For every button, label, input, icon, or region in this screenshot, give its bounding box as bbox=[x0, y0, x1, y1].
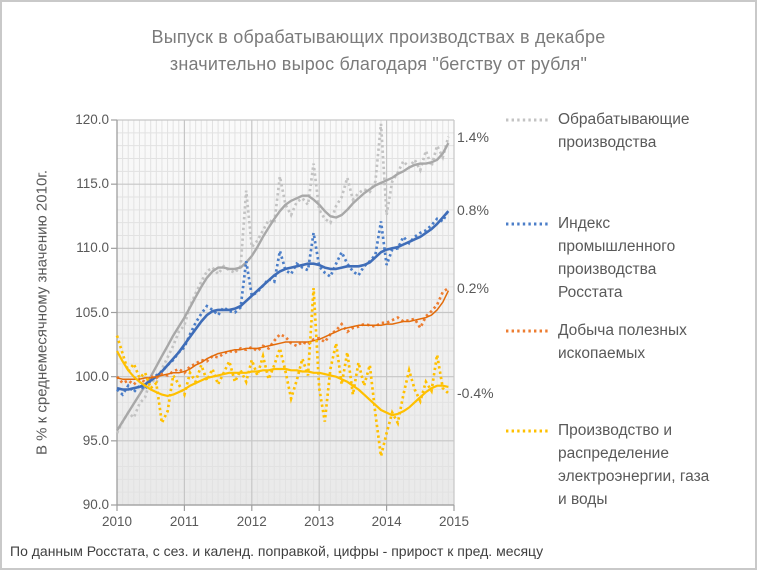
end-label-0: 1.4% bbox=[457, 128, 489, 145]
series-dotted-line bbox=[115, 123, 450, 434]
end-label-1: 0.8% bbox=[457, 201, 489, 218]
x-tick-label: 2012 bbox=[236, 514, 267, 529]
legend-item-2: Добыча полезных ископаемых bbox=[505, 319, 755, 365]
series-1 bbox=[116, 209, 450, 397]
end-label-3: -0.4% bbox=[457, 385, 494, 402]
series-2 bbox=[115, 286, 450, 387]
series-trend-line bbox=[116, 210, 450, 391]
legend-item-3: Производство и распределение электроэнерги… bbox=[505, 419, 755, 511]
end-label-2: 0.2% bbox=[457, 280, 489, 297]
x-tick-label: 2011 bbox=[169, 514, 199, 529]
legend-label: Производство и распределение электроэнерги… bbox=[558, 422, 710, 508]
series-3 bbox=[115, 288, 450, 457]
legend-marker-dotted-line bbox=[505, 319, 551, 365]
series-dotted-line bbox=[115, 286, 450, 387]
series-trend-line bbox=[116, 290, 450, 380]
legend-label: Обрабатывающие производства bbox=[558, 111, 690, 151]
legend-marker-dotted-line bbox=[505, 419, 551, 511]
y-tick-label: 110.0 bbox=[76, 240, 109, 256]
y-tick-label: 105.0 bbox=[75, 304, 109, 320]
x-tick-label: 2013 bbox=[304, 514, 335, 529]
legend-marker-dotted-line bbox=[505, 212, 551, 304]
source-note: По данным Росстата, с сез. и календ. поп… bbox=[10, 543, 544, 559]
legend-label: Добыча полезных ископаемых bbox=[558, 322, 687, 362]
chart-title: Выпуск в обрабатывающих производствах в … bbox=[2, 24, 755, 78]
x-tick-label: 2014 bbox=[371, 514, 402, 529]
legend-item-0: Обрабатывающие производства bbox=[505, 108, 755, 154]
chart-title-line1: Выпуск в обрабатывающих производствах в … bbox=[151, 27, 606, 47]
y-tick-label: 100.0 bbox=[75, 368, 109, 384]
y-tick-label: 90.0 bbox=[82, 497, 109, 512]
legend-item-1: Индекс промышленного производства Росстата bbox=[505, 212, 755, 304]
chart-title-line2: значительно вырос благодаря "бегству от … bbox=[169, 54, 588, 74]
x-tick-label: 2010 bbox=[101, 514, 133, 529]
legend-label: Индекс промышленного производства Росстата bbox=[558, 215, 676, 301]
series-trend-line bbox=[116, 350, 449, 417]
x-tick-label: 2015 bbox=[438, 514, 470, 529]
y-tick-label: 95.0 bbox=[82, 432, 109, 448]
series-trend-line bbox=[115, 142, 450, 432]
y-tick-label: 120.0 bbox=[75, 112, 109, 127]
legend-marker-dotted-line bbox=[505, 108, 551, 154]
y-tick-label: 115.0 bbox=[76, 176, 109, 192]
series-0 bbox=[115, 123, 450, 434]
